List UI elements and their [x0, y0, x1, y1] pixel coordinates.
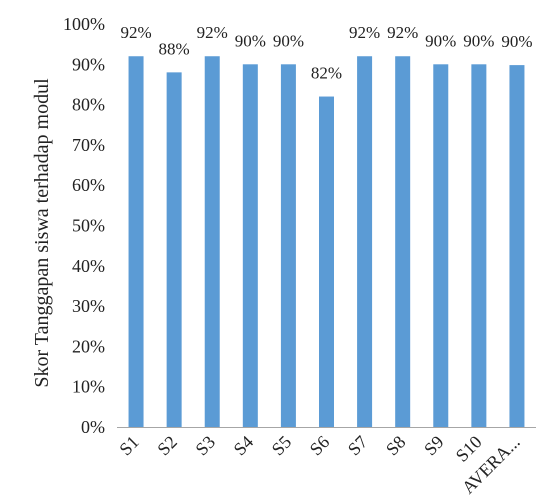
x-axis-ticks: S1 S2 S3 S4 S5 S6 S7 S8 S9 S10AVERA... [115, 432, 523, 498]
data-label: 92% [349, 23, 380, 42]
data-label: 90% [235, 31, 266, 50]
data-label: 90% [425, 31, 456, 50]
data-label: 92% [197, 23, 228, 42]
y-tick-label: 90% [72, 54, 105, 74]
y-tick-label: 50% [72, 216, 105, 236]
x-tick-label: S6 [306, 432, 334, 460]
data-labels: 92% 88% 92% 90% 90% 82% 92% 92% 90% 90% 90% [120, 23, 532, 82]
bar [242, 64, 258, 428]
y-tick-label: 20% [72, 336, 105, 356]
data-label: 82% [311, 64, 342, 83]
data-label: 90% [463, 31, 494, 50]
y-tick-label: 0% [81, 417, 105, 437]
y-tick-label: 10% [72, 377, 105, 397]
data-label: 88% [159, 39, 190, 58]
bar [319, 96, 334, 427]
y-axis-title: Skor Tanggapan siswa terhadap modul [31, 78, 53, 388]
data-label: 92% [387, 23, 418, 42]
x-tick-label: S9 [420, 432, 448, 460]
y-tick-label: 60% [72, 175, 105, 195]
y-axis-ticks: 0% 10% 20% 30% 40% 50% 60% 70% 80% 90% 100% [63, 14, 105, 437]
bar [433, 64, 449, 428]
data-label: 92% [120, 23, 151, 42]
bar [204, 56, 220, 428]
y-tick-label: 70% [72, 135, 105, 155]
y-tick-label: 30% [72, 296, 105, 316]
y-tick-label: 80% [72, 95, 105, 115]
x-tick-label: S3 [191, 432, 219, 460]
x-tick-label: S1 [115, 432, 143, 460]
x-tick-label: S8 [382, 432, 410, 460]
y-tick-label: 40% [72, 256, 105, 276]
x-tick-label: S5 [268, 432, 296, 460]
x-tick-label: S2 [153, 432, 181, 460]
bar [471, 64, 487, 428]
bar [357, 56, 373, 428]
data-label: 90% [273, 31, 304, 50]
y-tick-label: 100% [63, 14, 105, 34]
bar [395, 56, 411, 428]
x-tick-label: S7 [344, 432, 372, 460]
data-label: 90% [501, 32, 532, 51]
x-tick-label: S4 [230, 432, 258, 460]
bars [128, 56, 525, 428]
bar [280, 64, 296, 428]
bar [509, 65, 525, 427]
bar [128, 56, 144, 428]
bar [166, 72, 182, 428]
